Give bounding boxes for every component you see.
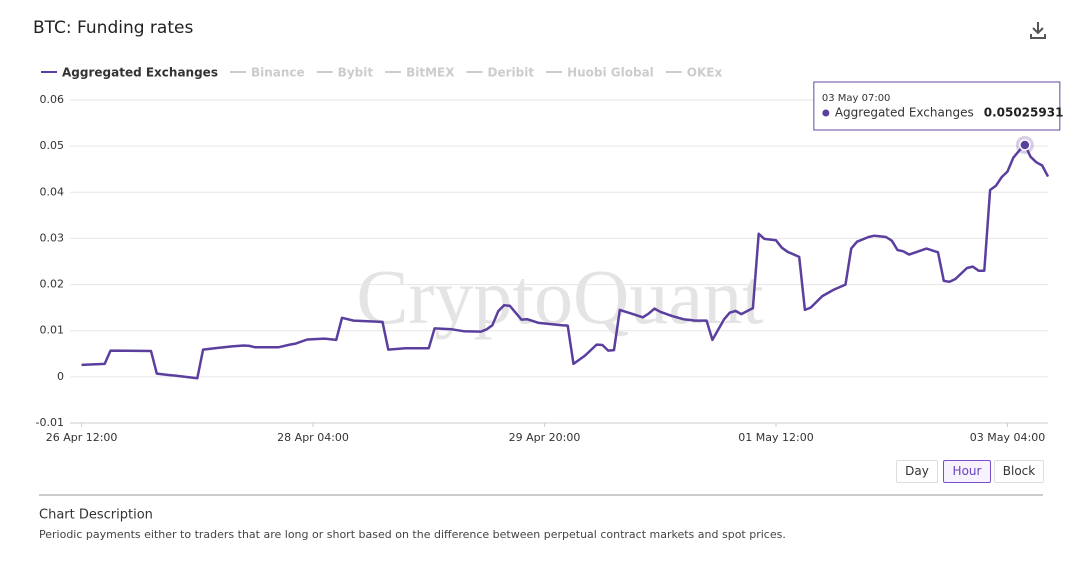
legend-label: BitMEX bbox=[406, 66, 455, 80]
tooltip: 03 May 07:00 Aggregated Exchanges 0.050259… bbox=[813, 81, 1064, 131]
y-tick-label: 0.03 bbox=[40, 231, 65, 244]
tooltip-box bbox=[813, 81, 1061, 131]
legend-item[interactable]: Bybit bbox=[316, 66, 374, 80]
y-tick-label: 0.06 bbox=[40, 93, 65, 106]
legend-item[interactable]: BitMEX bbox=[385, 66, 455, 80]
tooltip-dot bbox=[822, 109, 830, 117]
tooltip-label: Aggregated Exchanges bbox=[835, 106, 974, 120]
chart-title: BTC: Funding rates bbox=[33, 18, 193, 38]
legend-label: Binance bbox=[251, 66, 305, 80]
description-text: Periodic payments either to traders that… bbox=[39, 528, 786, 541]
range-button[interactable]: Block bbox=[994, 460, 1044, 483]
legend-label: OKEx bbox=[687, 66, 723, 80]
x-tick-label: 01 May 12:00 bbox=[738, 431, 813, 444]
legend-item[interactable]: OKEx bbox=[665, 66, 723, 80]
download-icon[interactable] bbox=[1030, 22, 1046, 39]
legend-label: Huobi Global bbox=[567, 66, 654, 80]
legend-label: Bybit bbox=[338, 66, 374, 80]
description-heading: Chart Description bbox=[39, 508, 153, 523]
tooltip-value: 0.05025931 bbox=[984, 106, 1064, 120]
x-tick-label: 28 Apr 04:00 bbox=[277, 431, 349, 444]
legend-item[interactable]: Aggregated Exchanges bbox=[41, 66, 218, 80]
legend-item[interactable]: Huobi Global bbox=[546, 66, 654, 80]
y-tick-label: 0 bbox=[57, 370, 64, 383]
range-button[interactable]: Day bbox=[896, 460, 938, 483]
y-tick-label: -0.01 bbox=[36, 416, 64, 429]
y-tick-label: 0.02 bbox=[40, 278, 65, 291]
y-tick-label: 0.04 bbox=[40, 185, 65, 198]
x-tick-label: 03 May 04:00 bbox=[970, 431, 1045, 444]
hover-point bbox=[1019, 139, 1031, 151]
legend-item[interactable]: Deribit bbox=[466, 66, 534, 80]
y-tick-label: 0.05 bbox=[40, 139, 65, 152]
watermark: CryptoQuant bbox=[356, 253, 764, 340]
range-button[interactable]: Hour bbox=[943, 460, 991, 483]
series-line bbox=[81, 143, 1050, 380]
legend-label: Aggregated Exchanges bbox=[62, 66, 218, 80]
legend-item[interactable]: Binance bbox=[229, 66, 305, 80]
y-tick-label: 0.01 bbox=[40, 324, 65, 337]
tooltip-date: 03 May 07:00 bbox=[822, 93, 891, 104]
x-tick-label: 26 Apr 12:00 bbox=[46, 431, 118, 444]
legend-label: Deribit bbox=[487, 66, 534, 80]
x-tick-label: 29 Apr 20:00 bbox=[509, 431, 581, 444]
